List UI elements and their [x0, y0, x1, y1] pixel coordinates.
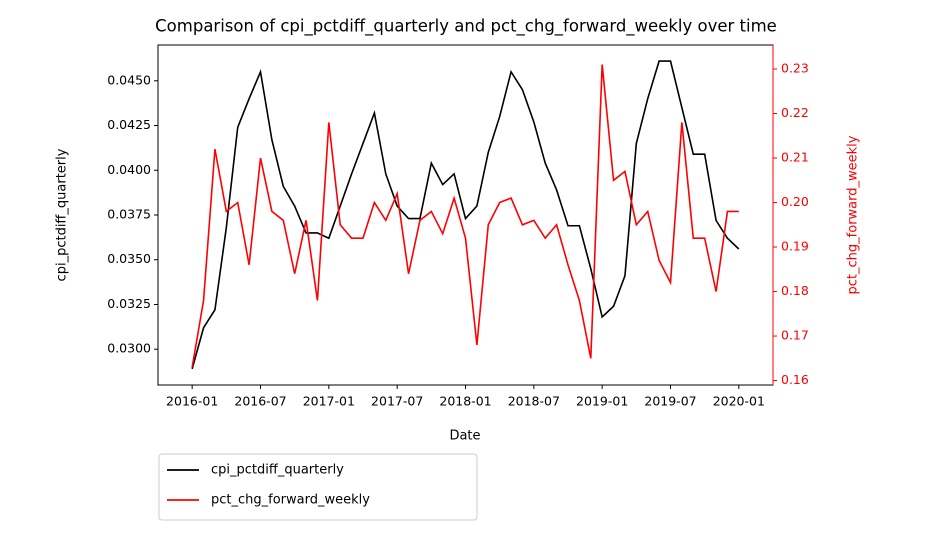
y2-tick-label: 0.23	[781, 61, 809, 76]
y2-axis-label: pct_chg_forward_weekly	[846, 135, 861, 294]
y-tick-label: 0.0375	[107, 207, 151, 222]
x-tick-label: 2018-07	[508, 394, 560, 409]
data-line	[191, 60, 740, 370]
y-tick-label: 0.0425	[107, 117, 151, 132]
y2-tick-label: 0.22	[781, 105, 809, 120]
y2-tick-label: 0.19	[781, 239, 809, 254]
legend-label: pct_chg_forward_weekly	[211, 493, 370, 508]
x-tick-label: 2019-01	[576, 394, 628, 409]
y2-tick-label: 0.16	[781, 372, 809, 387]
y2-tick-label: 0.20	[781, 194, 809, 209]
y2-tick-label: 0.21	[781, 150, 809, 165]
x-tick-label: 2016-07	[234, 394, 286, 409]
x-tick-label: 2017-07	[371, 394, 423, 409]
chart-title: Comparison of cpi_pctdiff_quarterly and …	[155, 17, 777, 37]
x-axis-label: Date	[449, 429, 480, 444]
x-tick-label: 2016-01	[166, 394, 218, 409]
legend-box	[158, 453, 478, 521]
y-tick-label: 0.0450	[107, 72, 151, 87]
y-tick-label: 0.0300	[107, 341, 151, 356]
y-tick-label: 0.0400	[107, 162, 151, 177]
y2-tick-label: 0.17	[781, 328, 809, 343]
y-axis-label: cpi_pctdiff_quarterly	[55, 148, 70, 281]
data-line	[191, 64, 739, 368]
x-tick-label: 2019-07	[644, 394, 696, 409]
y2-tick-label: 0.18	[781, 283, 809, 298]
y-tick-label: 0.0325	[107, 296, 151, 311]
legend-label: cpi_pctdiff_quarterly	[211, 463, 344, 478]
x-tick-label: 2018-01	[439, 394, 491, 409]
x-tick-label: 2017-01	[303, 394, 355, 409]
x-tick-label: 2020-01	[713, 394, 765, 409]
y-tick-label: 0.0350	[107, 251, 151, 266]
